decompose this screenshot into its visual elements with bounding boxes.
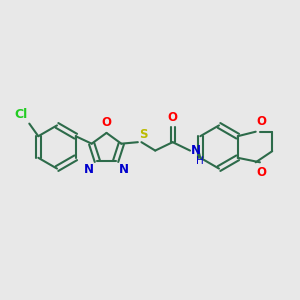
Text: O: O — [256, 166, 266, 179]
Text: O: O — [256, 115, 266, 128]
Text: N: N — [84, 163, 94, 176]
Text: S: S — [139, 128, 147, 141]
Text: N: N — [119, 163, 129, 176]
Text: N: N — [191, 144, 201, 157]
Text: Cl: Cl — [14, 109, 28, 122]
Text: O: O — [168, 111, 178, 124]
Text: O: O — [101, 116, 112, 129]
Text: H: H — [196, 156, 203, 166]
